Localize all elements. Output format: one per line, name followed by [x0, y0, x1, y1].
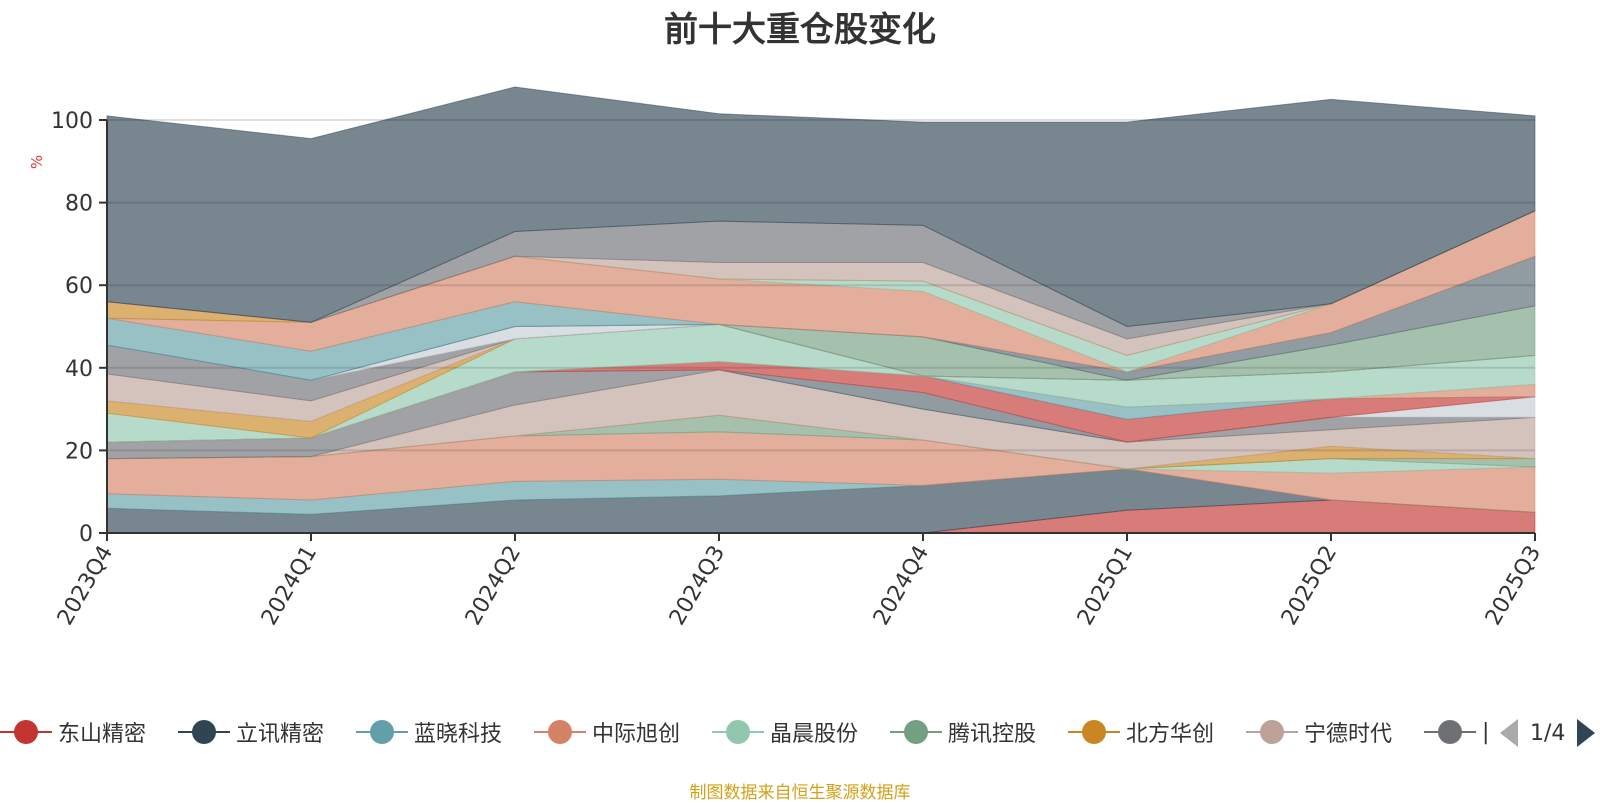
legend-marker-icon [0, 712, 52, 752]
legend-item[interactable]: 立讯精密 [178, 712, 324, 752]
x-tick-label: 2025Q2 [1277, 542, 1342, 630]
legend-label: 中际旭创 [592, 722, 681, 747]
legend-marker-icon [712, 712, 764, 752]
y-tick-label: 60 [65, 274, 93, 299]
x-tick-label: 2025Q1 [1073, 542, 1138, 630]
y-tick-label: 40 [65, 357, 93, 382]
x-tick-label: 2024Q1 [257, 542, 322, 630]
legend-label: | [1482, 719, 1490, 745]
legend-label: 宁德时代 [1304, 722, 1393, 747]
legend-item[interactable]: 东山精密 [0, 712, 146, 752]
legend-marker-icon [356, 712, 408, 752]
x-tick-label: 2024Q2 [461, 542, 526, 630]
y-tick-label: 100 [51, 109, 93, 134]
legend-item[interactable]: 晶晨股份 [712, 712, 858, 752]
legend-pager: 1/4 [1500, 718, 1596, 748]
area-chart: 0 20 40 60 80 100 2023Q4 2024Q1 2024Q2 2024Q3 2024… [28, 86, 1546, 630]
y-tick-label: 20 [65, 439, 93, 464]
legend-marker-icon [178, 712, 230, 752]
legend-label: 立讯精密 [236, 722, 325, 747]
legend-label: 北方华创 [1126, 722, 1215, 747]
legend-item[interactable]: | [1424, 712, 1489, 752]
x-tick-label: 2024Q3 [665, 542, 730, 630]
legend-item[interactable]: 中际旭创 [534, 712, 680, 752]
legend-marker-icon [1424, 712, 1476, 752]
y-tick-label: 0 [79, 522, 93, 547]
legend-prev-page-icon[interactable] [1500, 719, 1518, 747]
x-tick-label: 2025Q3 [1481, 542, 1546, 630]
chart-title: 前十大重仓股变化 [664, 10, 936, 50]
x-tick-label: 2023Q4 [53, 542, 118, 630]
y-tick-label: 80 [65, 192, 93, 217]
legend-label: 东山精密 [58, 722, 147, 747]
legend-page-indicator: 1/4 [1530, 720, 1566, 746]
area-S28 [106, 86, 1536, 328]
legend-marker-icon [1246, 712, 1298, 752]
legend-item[interactable]: 腾讯控股 [890, 712, 1036, 752]
legend-marker-icon [534, 712, 586, 752]
legend-item[interactable]: 蓝晓科技 [356, 712, 502, 752]
y-axis-unit: % [28, 155, 46, 169]
data-source-note: 制图数据来自恒生聚源数据库 [689, 783, 911, 803]
area-series-group [106, 86, 1536, 534]
x-tick-label: 2024Q4 [869, 542, 934, 630]
legend: 东山精密 立讯精密 蓝晓科技 中际旭创 晶晨股份 腾讯控股 北方华创 宁德时代 | [0, 712, 1600, 752]
legend-label: 腾讯控股 [948, 722, 1037, 747]
legend-marker-icon [890, 712, 942, 752]
legend-item[interactable]: 北方华创 [1068, 712, 1214, 752]
legend-item[interactable]: 宁德时代 [1246, 712, 1392, 752]
legend-marker-icon [1068, 712, 1120, 752]
legend-label: 蓝晓科技 [414, 722, 503, 747]
legend-label: 晶晨股份 [770, 722, 859, 747]
legend-next-page-icon[interactable] [1577, 719, 1596, 747]
